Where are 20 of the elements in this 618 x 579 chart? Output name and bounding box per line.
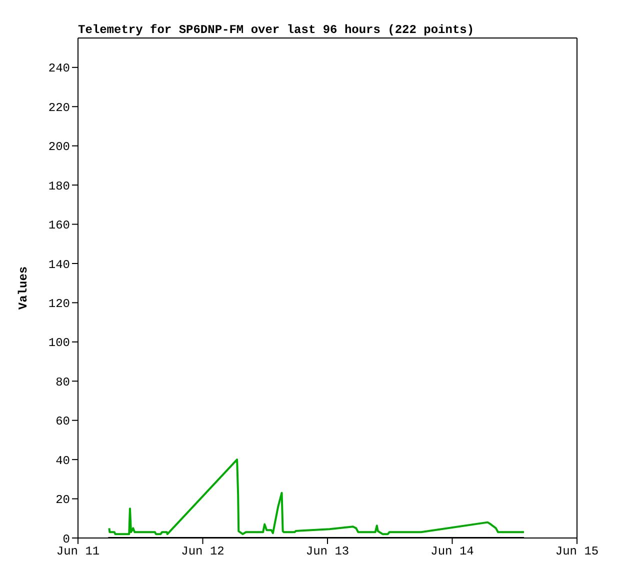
y-axis-title: Values: [16, 266, 30, 310]
y-tick-label: 180: [48, 179, 70, 194]
x-tick-label: Jun 11: [56, 544, 100, 559]
y-tick-label: 140: [48, 258, 70, 272]
y-tick-label: 60: [56, 414, 70, 429]
x-tick-label: Jun 13: [306, 544, 350, 559]
y-tick-label: 20: [56, 493, 70, 508]
y-tick-label: 40: [56, 454, 70, 468]
y-tick-label: 160: [48, 218, 70, 233]
x-tick-label: Jun 14: [430, 544, 474, 559]
y-tick-label: 100: [48, 336, 70, 350]
chart-title: Telemetry for SP6DNP-FM over last 96 hours (222 points): [78, 23, 474, 37]
y-tick-label: 200: [48, 140, 70, 154]
x-tick-label: Jun 15: [555, 544, 599, 559]
y-tick-label: 220: [48, 100, 70, 115]
y-tick-label: 120: [48, 296, 70, 311]
x-tick-label: Jun 12: [181, 544, 224, 559]
y-tick-label: 240: [48, 62, 70, 76]
y-tick-label: 80: [56, 375, 70, 390]
y-tick-label: 0: [62, 532, 70, 546]
